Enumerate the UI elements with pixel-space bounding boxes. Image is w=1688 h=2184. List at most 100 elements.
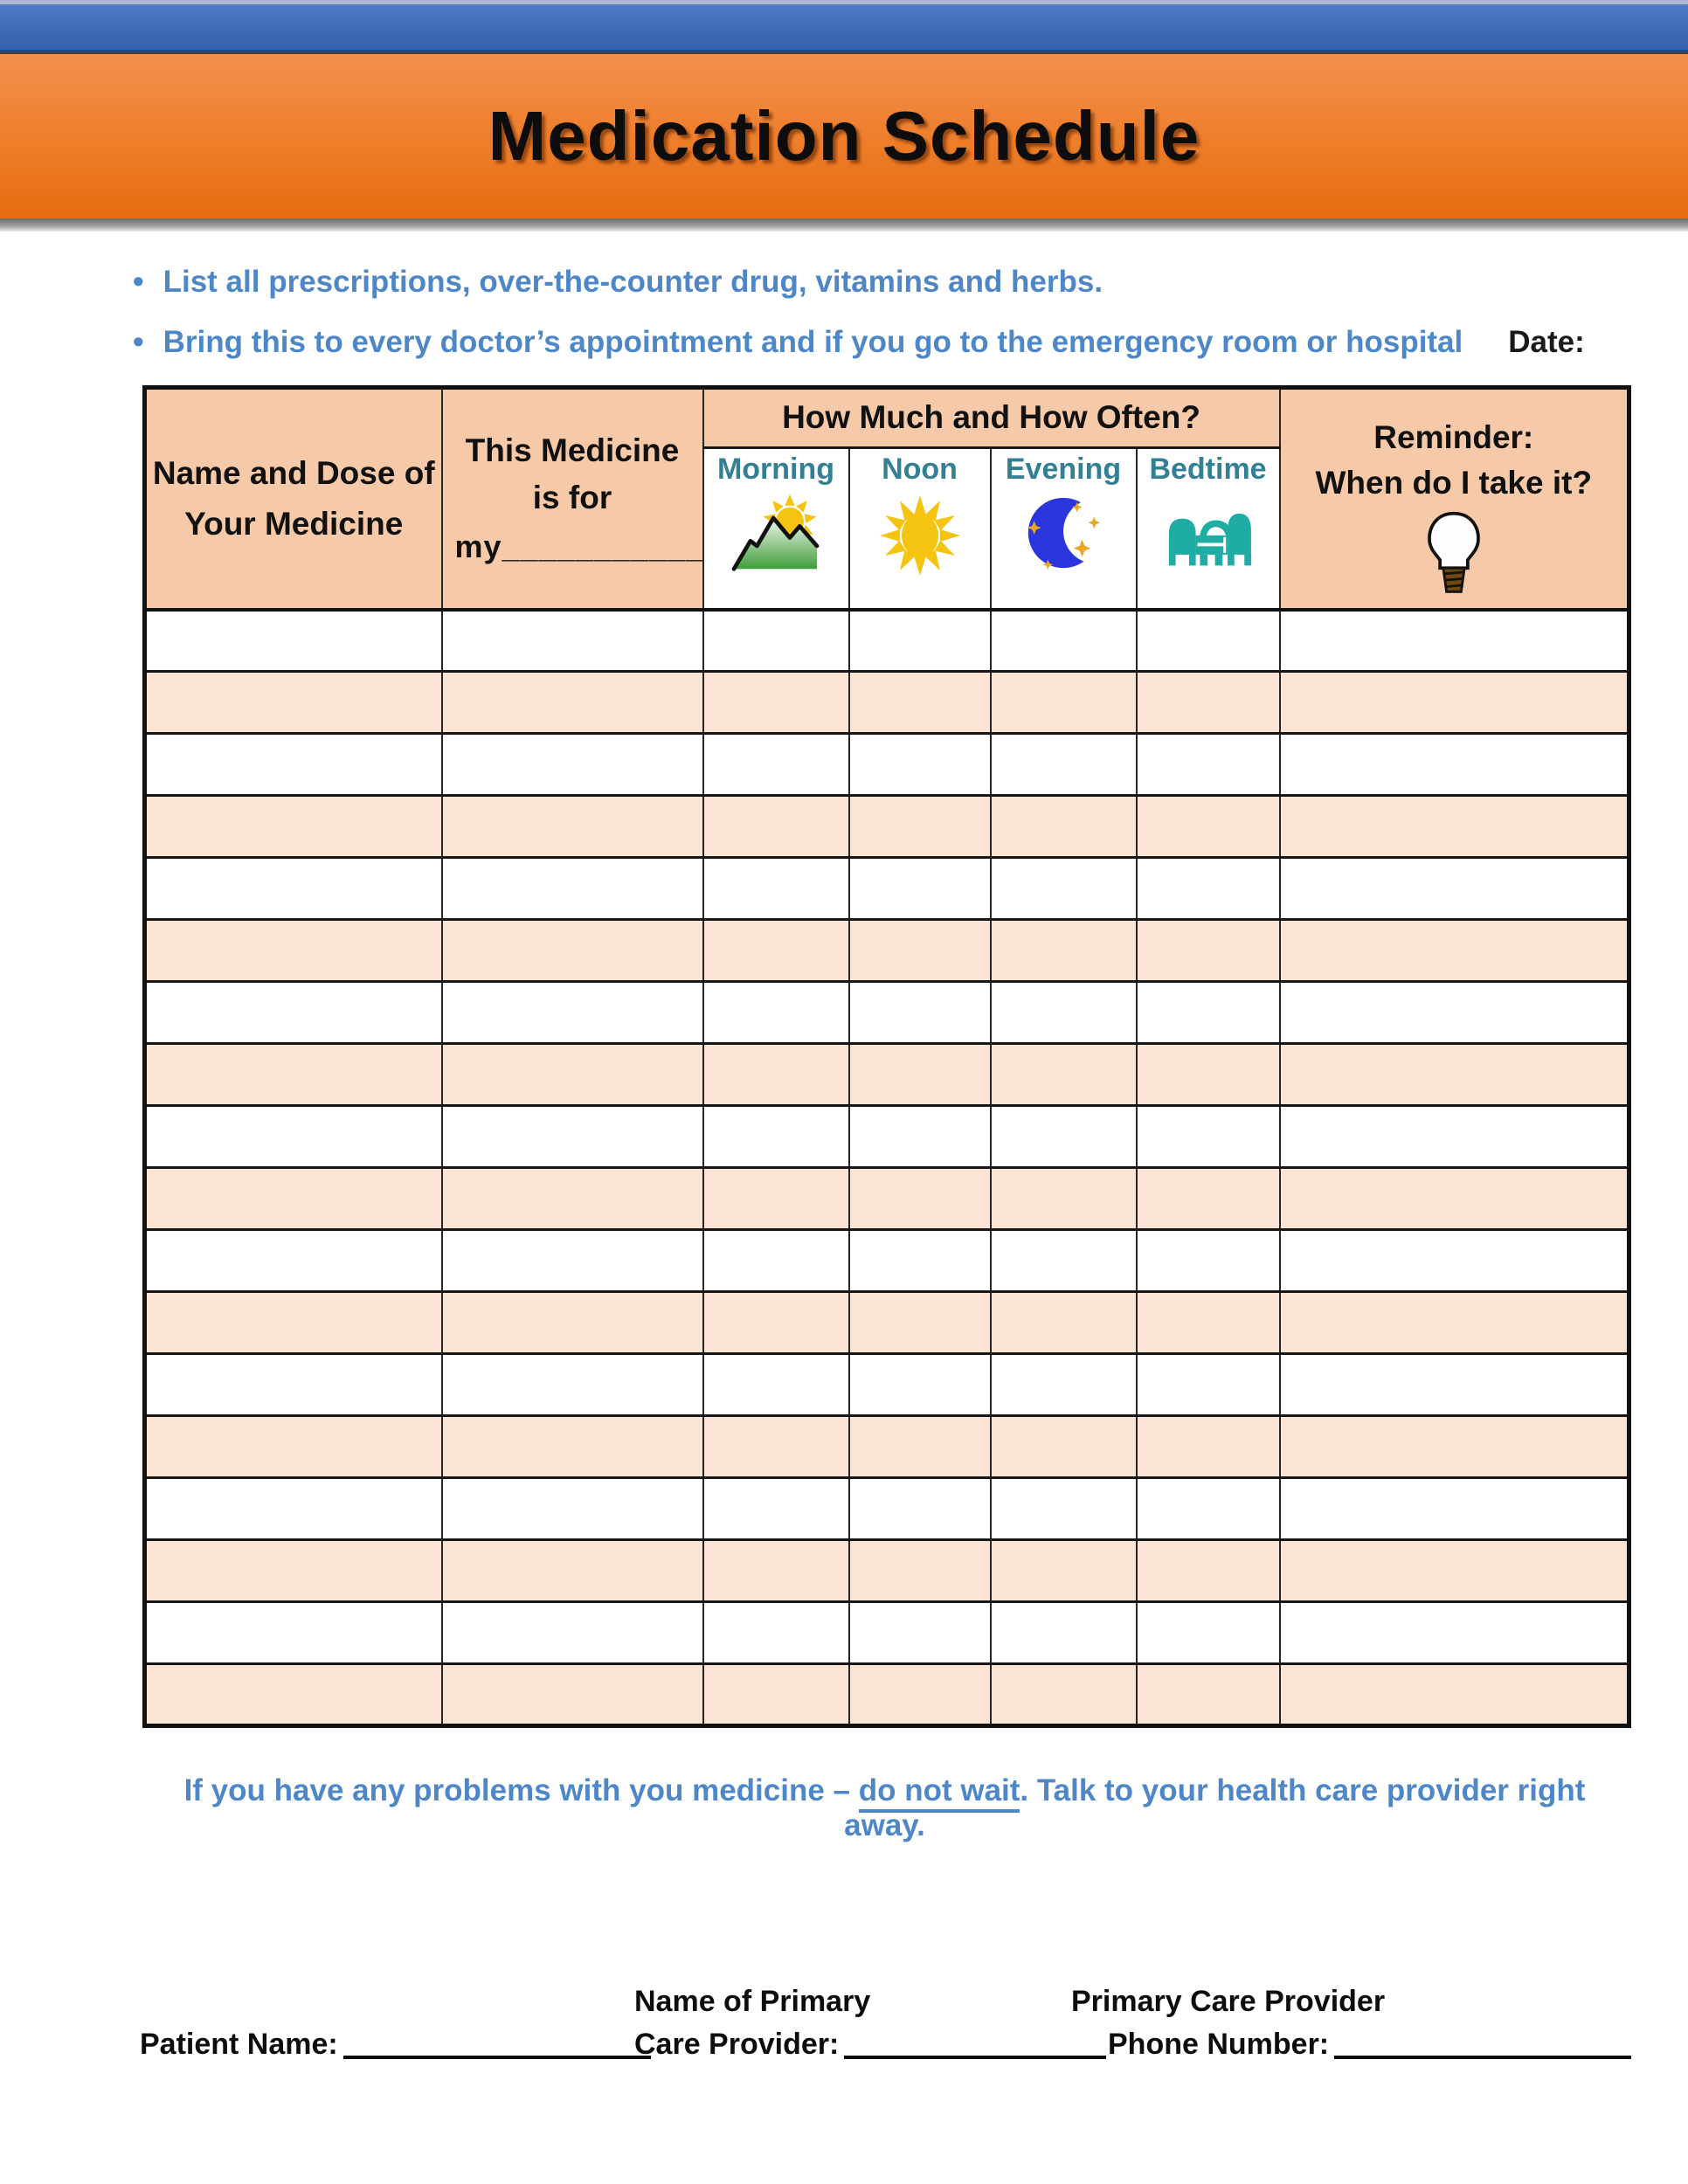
- provider-phone-line[interactable]: [1334, 2033, 1632, 2060]
- empty-cell[interactable]: [1135, 1662, 1281, 1728]
- empty-cell[interactable]: [847, 1104, 992, 1170]
- empty-cell[interactable]: [989, 608, 1138, 674]
- empty-cell[interactable]: [1278, 1228, 1630, 1294]
- empty-cell[interactable]: [702, 794, 850, 860]
- empty-cell[interactable]: [1278, 1042, 1630, 1108]
- empty-cell[interactable]: [1278, 918, 1630, 984]
- empty-cell[interactable]: [440, 856, 704, 922]
- empty-cell[interactable]: [1278, 1352, 1630, 1418]
- empty-cell[interactable]: [440, 732, 704, 798]
- empty-cell[interactable]: [1135, 980, 1281, 1046]
- empty-cell[interactable]: [989, 1476, 1138, 1542]
- empty-cell[interactable]: [143, 1538, 443, 1604]
- empty-cell[interactable]: [1135, 1352, 1281, 1418]
- empty-cell[interactable]: [1135, 732, 1281, 798]
- empty-cell[interactable]: [143, 1104, 443, 1170]
- empty-cell[interactable]: [1278, 732, 1630, 798]
- empty-cell[interactable]: [989, 980, 1138, 1046]
- empty-cell[interactable]: [440, 1042, 704, 1108]
- empty-cell[interactable]: [989, 1352, 1138, 1418]
- empty-cell[interactable]: [702, 856, 850, 922]
- empty-cell[interactable]: [440, 1538, 704, 1604]
- empty-cell[interactable]: [143, 918, 443, 984]
- empty-cell[interactable]: [1135, 856, 1281, 922]
- empty-cell[interactable]: [702, 1042, 850, 1108]
- empty-cell[interactable]: [440, 1166, 704, 1232]
- empty-cell[interactable]: [1135, 1042, 1281, 1108]
- care-provider-line[interactable]: [844, 2033, 1107, 2060]
- empty-cell[interactable]: [440, 608, 704, 674]
- empty-cell[interactable]: [143, 1290, 443, 1356]
- empty-cell[interactable]: [143, 1600, 443, 1666]
- empty-cell[interactable]: [989, 732, 1138, 798]
- empty-cell[interactable]: [702, 608, 850, 674]
- empty-cell[interactable]: [143, 794, 443, 860]
- empty-cell[interactable]: [989, 1662, 1138, 1728]
- empty-cell[interactable]: [440, 980, 704, 1046]
- empty-cell[interactable]: [1278, 1104, 1630, 1170]
- empty-cell[interactable]: [989, 1414, 1138, 1480]
- empty-cell[interactable]: [847, 608, 992, 674]
- empty-cell[interactable]: [989, 1104, 1138, 1170]
- empty-cell[interactable]: [1135, 608, 1281, 674]
- empty-cell[interactable]: [143, 732, 443, 798]
- empty-cell[interactable]: [702, 1352, 850, 1418]
- empty-cell[interactable]: [143, 1352, 443, 1418]
- empty-cell[interactable]: [702, 1290, 850, 1356]
- empty-cell[interactable]: [847, 1228, 992, 1294]
- empty-cell[interactable]: [702, 1104, 850, 1170]
- empty-cell[interactable]: [440, 1476, 704, 1542]
- empty-cell[interactable]: [440, 1104, 704, 1170]
- empty-cell[interactable]: [702, 918, 850, 984]
- empty-cell[interactable]: [1135, 1104, 1281, 1170]
- empty-cell[interactable]: [989, 856, 1138, 922]
- empty-cell[interactable]: [440, 794, 704, 860]
- empty-cell[interactable]: [1278, 1476, 1630, 1542]
- empty-cell[interactable]: [1278, 1414, 1630, 1480]
- empty-cell[interactable]: [1135, 1166, 1281, 1232]
- empty-cell[interactable]: [1135, 1476, 1281, 1542]
- empty-cell[interactable]: [1135, 670, 1281, 736]
- empty-cell[interactable]: [143, 1476, 443, 1542]
- medicine-for-blank[interactable]: my_____________: [454, 528, 702, 564]
- empty-cell[interactable]: [143, 1042, 443, 1108]
- empty-cell[interactable]: [989, 794, 1138, 860]
- empty-cell[interactable]: [143, 1166, 443, 1232]
- empty-cell[interactable]: [440, 1414, 704, 1480]
- empty-cell[interactable]: [989, 1600, 1138, 1666]
- empty-cell[interactable]: [702, 732, 850, 798]
- empty-cell[interactable]: [847, 1166, 992, 1232]
- empty-cell[interactable]: [1135, 1538, 1281, 1604]
- empty-cell[interactable]: [847, 670, 992, 736]
- empty-cell[interactable]: [1278, 1166, 1630, 1232]
- empty-cell[interactable]: [1278, 1600, 1630, 1666]
- empty-cell[interactable]: [440, 1600, 704, 1666]
- empty-cell[interactable]: [1278, 980, 1630, 1046]
- empty-cell[interactable]: [702, 1600, 850, 1666]
- empty-cell[interactable]: [847, 732, 992, 798]
- empty-cell[interactable]: [143, 1228, 443, 1294]
- empty-cell[interactable]: [1135, 794, 1281, 860]
- empty-cell[interactable]: [847, 1476, 992, 1542]
- empty-cell[interactable]: [440, 1352, 704, 1418]
- empty-cell[interactable]: [847, 918, 992, 984]
- empty-cell[interactable]: [847, 1042, 992, 1108]
- empty-cell[interactable]: [702, 980, 850, 1046]
- empty-cell[interactable]: [847, 1290, 992, 1356]
- empty-cell[interactable]: [847, 1414, 992, 1480]
- empty-cell[interactable]: [702, 1228, 850, 1294]
- empty-cell[interactable]: [847, 1538, 992, 1604]
- empty-cell[interactable]: [1135, 918, 1281, 984]
- patient-name-line[interactable]: [342, 2033, 651, 2060]
- empty-cell[interactable]: [989, 1538, 1138, 1604]
- empty-cell[interactable]: [440, 1662, 704, 1728]
- empty-cell[interactable]: [440, 670, 704, 736]
- empty-cell[interactable]: [989, 1166, 1138, 1232]
- empty-cell[interactable]: [989, 918, 1138, 984]
- empty-cell[interactable]: [1278, 1538, 1630, 1604]
- empty-cell[interactable]: [847, 980, 992, 1046]
- empty-cell[interactable]: [440, 1290, 704, 1356]
- empty-cell[interactable]: [989, 1228, 1138, 1294]
- empty-cell[interactable]: [702, 1476, 850, 1542]
- empty-cell[interactable]: [143, 1662, 443, 1728]
